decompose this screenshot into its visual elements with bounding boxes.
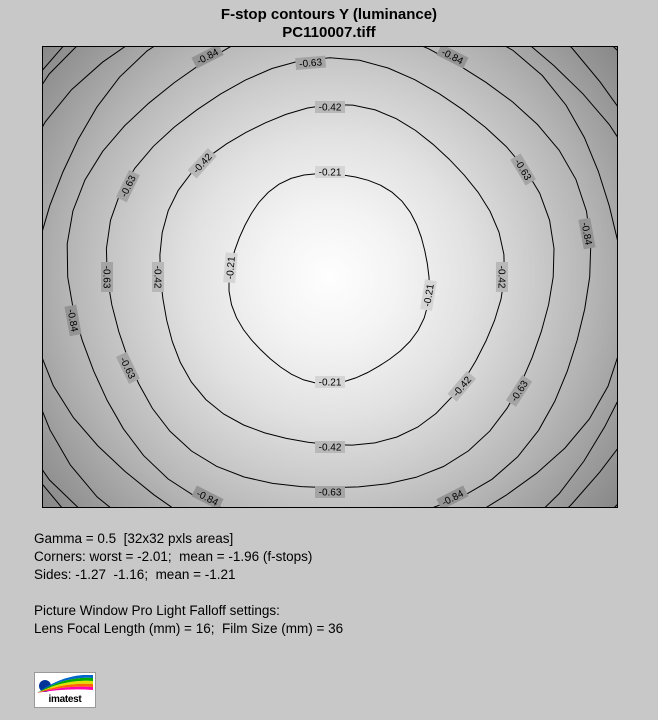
contour-line [229, 174, 429, 384]
info-l6: Lens Focal Length (mm) = 16; Film Size (… [34, 621, 343, 636]
contour-label-group: -0.21 [315, 376, 345, 389]
contour-label: -0.63 [117, 356, 137, 382]
contour-label: -0.63 [299, 57, 323, 70]
contour-label: -0.63 [319, 488, 342, 499]
contour-label-group: -0.84 [436, 47, 468, 69]
contour-label-group: -0.84 [578, 218, 596, 250]
contour-plot: -0.21 -0.21 -0.21 -0.21 -0.42 -0.42 -0.42 -0.42… [42, 46, 618, 508]
contour-label-group: -0.63 [116, 170, 140, 202]
logo-text: imatest [49, 694, 82, 705]
logo-stripes-icon [37, 675, 93, 693]
contour-label-group: -0.84 [64, 305, 82, 337]
contour-label-group: -0.84 [191, 486, 223, 507]
contour-label-group: -0.84 [191, 47, 223, 69]
contour-svg: -0.21 -0.21 -0.21 -0.21 -0.42 -0.42 -0.42 -0.42… [43, 47, 617, 507]
contour-label: -0.63 [119, 173, 139, 199]
info-l5: Picture Window Pro Light Falloff setting… [34, 603, 280, 618]
title-line2: PC110007.tiff [0, 24, 658, 42]
contour-label: -0.42 [319, 443, 342, 454]
contour-label-group: -0.42 [496, 262, 509, 292]
contour-label: -0.42 [319, 103, 342, 114]
info-l1: Gamma = 0.5 [32x32 pxls areas] [34, 531, 233, 546]
contour-label-group: -0.42 [315, 101, 345, 114]
imatest-logo: imatest [34, 672, 96, 708]
contour-label: -0.21 [319, 168, 342, 179]
page: F-stop contours Y (luminance) PC110007.t… [0, 0, 658, 720]
contour-label-group: -0.63 [295, 56, 326, 71]
contour-label-group: -0.21 [223, 252, 238, 283]
contour-line [106, 58, 554, 488]
contour-label-group: -0.42 [448, 371, 477, 402]
contour-label-group: -0.21 [420, 279, 437, 311]
contour-label: -0.21 [319, 378, 342, 389]
contour-label-group: -0.63 [510, 154, 536, 186]
contour-label-group: -0.42 [152, 262, 165, 292]
contour-label-group: -0.84 [436, 486, 468, 507]
contour-label: -0.42 [496, 266, 507, 289]
contour-label-group: -0.42 [315, 441, 345, 454]
title-line1: F-stop contours Y (luminance) [0, 6, 658, 24]
contour-label-group: -0.63 [101, 262, 114, 292]
contour-label-group: -0.63 [506, 375, 533, 407]
contour-label: -0.63 [101, 266, 112, 289]
contour-label-group: -0.63 [315, 486, 345, 499]
contour-label: -0.42 [152, 266, 163, 289]
contour-label-group: -0.21 [315, 166, 345, 179]
contour-label: -0.21 [225, 256, 238, 280]
contour-line [43, 47, 617, 507]
chart-title: F-stop contours Y (luminance) PC110007.t… [0, 6, 658, 42]
contour-line [43, 47, 617, 507]
contour-line [43, 47, 617, 507]
contour-line [43, 47, 617, 507]
info-text: Gamma = 0.5 [32x32 pxls areas] Corners: … [34, 530, 343, 638]
contour-line [67, 47, 591, 507]
contour-label-group: -0.63 [116, 352, 140, 384]
info-l2: Corners: worst = -2.01; mean = -1.96 (f-… [34, 549, 312, 564]
info-l3: Sides: -1.27 -1.16; mean = -1.21 [34, 567, 236, 582]
contour-label-group: -0.42 [188, 148, 217, 179]
